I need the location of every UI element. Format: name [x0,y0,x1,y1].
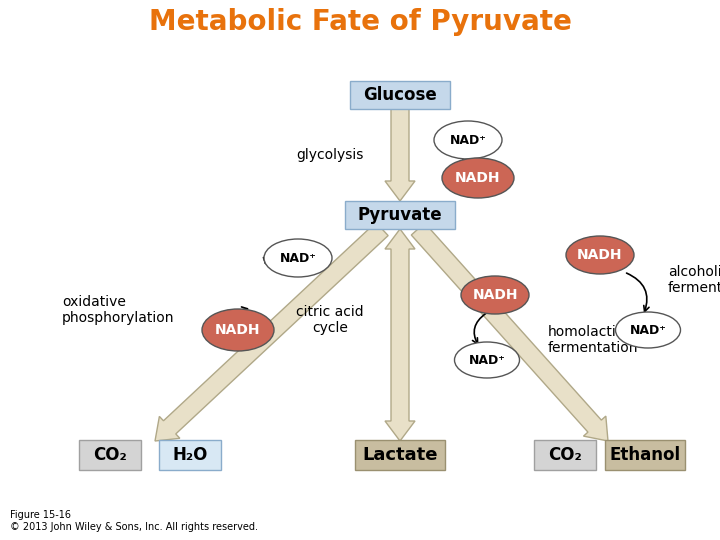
Text: Metabolic Fate of Pyruvate: Metabolic Fate of Pyruvate [148,8,572,36]
Text: NADH: NADH [577,248,623,262]
Polygon shape [411,223,608,441]
Polygon shape [385,229,415,441]
Text: oxidative
phosphorylation: oxidative phosphorylation [62,295,174,325]
Text: NADH: NADH [455,171,500,185]
Text: CO₂: CO₂ [93,446,127,464]
Text: Ethanol: Ethanol [609,446,680,464]
Text: NAD⁺: NAD⁺ [629,323,667,336]
Ellipse shape [616,312,680,348]
FancyBboxPatch shape [79,440,141,470]
Text: NADH: NADH [215,323,261,337]
Text: NADH: NADH [472,288,518,302]
Polygon shape [155,222,388,441]
Ellipse shape [434,121,502,159]
FancyBboxPatch shape [350,81,450,109]
FancyBboxPatch shape [345,201,455,229]
Polygon shape [385,109,415,201]
Text: Lactate: Lactate [362,446,438,464]
Text: NAD⁺: NAD⁺ [279,252,316,265]
Ellipse shape [566,236,634,274]
Ellipse shape [264,239,332,277]
Text: NAD⁺: NAD⁺ [469,354,505,367]
Ellipse shape [461,276,529,314]
Ellipse shape [202,309,274,351]
FancyBboxPatch shape [159,440,221,470]
Text: Pyruvate: Pyruvate [358,206,442,224]
Text: citric acid
cycle: citric acid cycle [296,305,364,335]
Text: alcoholic
fermentation: alcoholic fermentation [668,265,720,295]
Text: Figure 15-16
© 2013 John Wiley & Sons, Inc. All rights reserved.: Figure 15-16 © 2013 John Wiley & Sons, I… [10,510,258,531]
Ellipse shape [454,342,520,378]
Ellipse shape [442,158,514,198]
FancyBboxPatch shape [605,440,685,470]
Text: homolactic
fermentation: homolactic fermentation [548,325,639,355]
FancyBboxPatch shape [534,440,596,470]
Text: glycolysis: glycolysis [297,148,364,162]
Text: H₂O: H₂O [172,446,207,464]
Text: Glucose: Glucose [363,86,437,104]
Text: CO₂: CO₂ [548,446,582,464]
Text: NAD⁺: NAD⁺ [449,133,487,146]
FancyBboxPatch shape [355,440,445,470]
